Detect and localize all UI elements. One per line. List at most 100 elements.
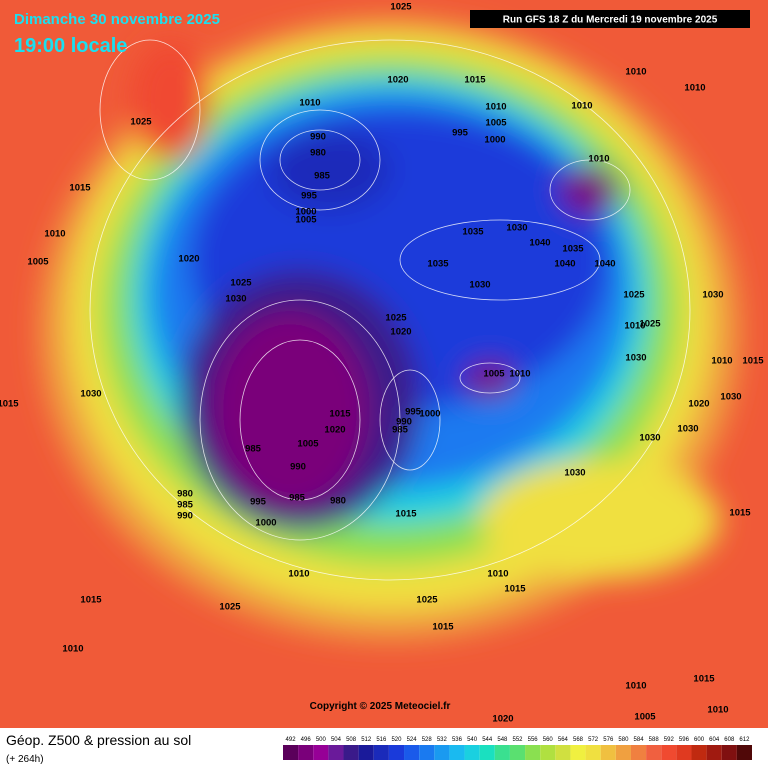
colorbar-tick-label: 492 [286,737,297,743]
isobar-label: 1010 [625,67,646,78]
run-info: Run GFS 18 Z du Mercredi 19 novembre 202… [503,15,718,26]
footer-title: Géop. Z500 & pression au sol [6,732,191,748]
isobar-label: 1040 [554,259,575,270]
isobar-label: 1020 [387,75,408,86]
colorbar-tick-label: 548 [497,737,508,743]
isobar-label: 1030 [625,353,646,364]
colorbar-cell [388,745,405,760]
colorbar-cell [691,745,707,760]
colorbar-cell [600,745,616,760]
isobar-label: 995 [250,497,267,508]
colorbar-cell [646,745,662,760]
colorbar-cell [313,745,329,760]
isobar-label: 1010 [62,644,83,655]
isobars [89,39,691,581]
colorbar-cell [494,745,510,760]
colorbar-cell [373,745,389,760]
colorbar-cell [343,745,359,760]
colorbar-cell [358,745,374,760]
isobar-label: 1030 [469,280,490,291]
isobar-label: 1015 [504,584,526,595]
colorbar-cell [298,745,314,760]
colorbar-cell [404,745,420,760]
colorbar-tick-label: 496 [301,737,312,743]
isobar-label: 1005 [483,369,505,380]
isobar-label: 1015 [729,508,751,519]
isobar-label: 995 [405,407,422,418]
colorbar-cell [630,745,647,760]
colorbar-tick-label: 524 [407,737,418,743]
colorbar-tick-label: 528 [422,737,433,743]
isobar-label: 1015 [742,356,764,367]
isobar-label: 1015 [693,674,715,685]
colorbar-tick-label: 500 [316,737,327,743]
isobar-label: 1010 [288,569,309,580]
colorbar-tick-label: 584 [634,737,645,743]
isobar-label: 1000 [419,409,440,420]
colorbar-tick-label: 568 [573,737,584,743]
colorbar-tick-label: 516 [376,737,387,743]
isobar-label: 1010 [684,83,705,94]
isobar-label: 1020 [390,327,411,338]
isobar-label: 1000 [255,518,276,529]
isobar-label: 1025 [639,319,661,330]
isobar-label: 1025 [416,595,438,606]
isobar-label: 1015 [464,75,486,86]
colorbar-cell [509,745,526,760]
colorbar-cell [706,745,722,760]
title: Dimanche 30 novembre 2025 [14,11,220,28]
colorbar-tick-label: 520 [391,737,402,743]
colorbar-tick-label: 608 [724,737,735,743]
colorbar-cell [449,745,465,760]
colorbar-cell [736,745,752,760]
colorbar-cell [434,745,450,760]
isobar-label: 1005 [485,118,507,129]
colorbar-tick-label: 572 [588,737,599,743]
colorbar-tick-label: 512 [361,737,372,743]
isobar-label: 1025 [623,290,645,301]
isobar-label: 1030 [702,290,723,301]
isobar-label: 985 [289,493,306,504]
colorbar-cell [419,745,435,760]
colorbar-tick-label: 508 [346,737,357,743]
isobar-label: 1010 [44,229,65,240]
isobar-label: 990 [396,417,412,428]
colorbar-cell [525,745,541,760]
colorbar-cell [479,745,495,760]
colorbar-tick-label: 612 [739,737,750,743]
colorbar-tick-label: 600 [694,737,705,743]
colorbar-cell [661,745,677,760]
isobar-label: 1010 [711,356,732,367]
colorbar-tick-label: 596 [679,737,690,743]
subtitle: 19:00 locale [14,35,127,57]
isobar-label: 1000 [484,135,505,146]
colorbar-tick-label: 556 [528,737,539,743]
copyright: Copyright © 2025 Meteociel.fr [310,701,451,712]
isobar-label: 1010 [509,369,530,380]
colorbar-cell [283,745,299,760]
isobar-label: 1035 [427,259,449,270]
isobar-label: 995 [301,191,318,202]
colorbar-tick-label: 592 [664,737,675,743]
isobar-label: 1030 [720,392,741,403]
isobar-label: 1005 [295,215,317,226]
isobar-label: 1040 [529,238,550,249]
isobar-label: 1030 [80,389,101,400]
isobar-label: 1030 [639,433,660,444]
isobar-label: 1010 [571,101,592,112]
isobar-label: 1015 [0,399,19,410]
isobar-label: 1030 [564,468,585,479]
isobar-label: 1020 [492,714,513,725]
isobar-label: 1010 [299,98,320,109]
isobar-label: 1005 [297,439,319,450]
colorbar-tick-label: 544 [482,737,493,743]
isobar-label: 1010 [487,569,508,580]
isobar-label: 980 [177,489,193,500]
isobar-label: 1035 [562,244,584,255]
isobar-label: 1015 [69,183,91,194]
isobar-label: 1020 [178,254,199,265]
isobar-label: 980 [310,148,326,159]
colorbar-tick-label: 560 [543,737,554,743]
isobar-label: 980 [330,496,346,507]
colorbar-tick-label: 580 [618,737,629,743]
